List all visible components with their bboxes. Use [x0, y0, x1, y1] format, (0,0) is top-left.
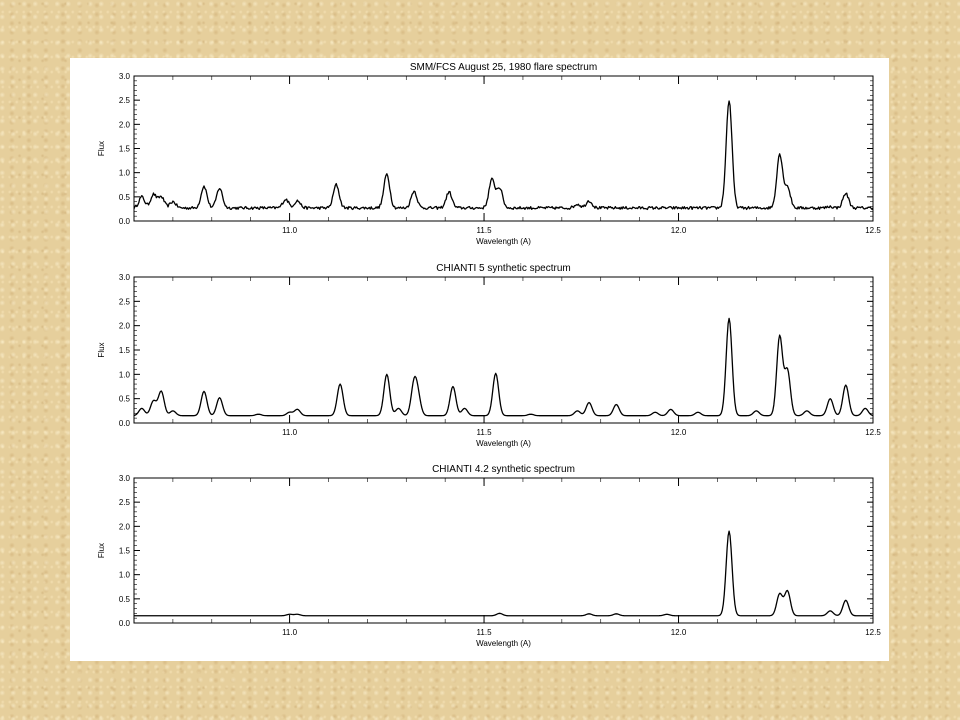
x-tick-label: 11.0 [282, 428, 298, 437]
y-axis-label: Flux [97, 543, 106, 558]
x-tick-label: 12.5 [865, 428, 881, 437]
x-tick-label: 12.0 [671, 628, 687, 637]
y-tick-label: 0.0 [119, 419, 131, 428]
y-tick-label: 1.5 [119, 346, 131, 355]
y-tick-label: 2.5 [119, 96, 131, 105]
y-tick-label: 3.0 [119, 72, 131, 81]
y-tick-label: 0.5 [119, 395, 131, 404]
y-tick-label: 0.0 [119, 619, 131, 628]
y-tick-label: 1.0 [119, 571, 131, 580]
x-tick-label: 11.5 [477, 226, 493, 235]
chart-title: CHIANTI 5 synthetic spectrum [436, 263, 570, 274]
y-tick-label: 3.0 [119, 273, 131, 282]
x-tick-label: 12.0 [671, 226, 687, 235]
x-tick-label: 12.5 [865, 628, 881, 637]
spectrum-line [133, 100, 874, 211]
x-tick-label: 11.0 [282, 226, 298, 235]
plot-frame [133, 276, 874, 424]
spectra-figure: SMM/FCS August 25, 1980 flare spectrum 0.… [70, 58, 889, 661]
y-tick-label: 0.0 [119, 217, 131, 226]
y-tick-label: 1.0 [119, 169, 131, 178]
y-tick-label: 2.5 [119, 297, 131, 306]
y-tick-label: 0.5 [119, 595, 131, 604]
plot-frame [133, 477, 874, 624]
x-tick-label: 12.0 [671, 428, 687, 437]
y-tick-label: 3.0 [119, 474, 131, 483]
chart-title: SMM/FCS August 25, 1980 flare spectrum [410, 62, 597, 73]
y-tick-label: 2.0 [119, 522, 131, 531]
chart-panel-1: SMM/FCS August 25, 1980 flare spectrum 0.… [97, 62, 881, 246]
chart-panel-2: CHIANTI 5 synthetic spectrum 0.0 0.5 1.0 1.5… [97, 263, 881, 448]
x-tick-label: 11.5 [477, 628, 493, 637]
x-axis-label: Wavelength (A) [476, 439, 531, 448]
y-tick-label: 1.0 [119, 370, 131, 379]
y-tick-label: 0.5 [119, 193, 131, 202]
y-axis-label: Flux [97, 141, 106, 156]
y-tick-label: 1.5 [119, 145, 131, 154]
x-tick-label: 11.0 [282, 628, 298, 637]
chart-title: CHIANTI 4.2 synthetic spectrum [432, 464, 575, 475]
chart-panel-3: CHIANTI 4.2 synthetic spectrum 0.0 0.5 1.0 1… [97, 464, 881, 648]
y-tick-label: 1.5 [119, 547, 131, 556]
spectrum-line [133, 317, 874, 417]
y-tick-label: 2.0 [119, 120, 131, 129]
x-axis-label: Wavelength (A) [476, 639, 531, 648]
y-tick-label: 2.0 [119, 322, 131, 331]
spectra-svg: SMM/FCS August 25, 1980 flare spectrum 0.… [97, 62, 881, 648]
spectrum-line [134, 530, 873, 617]
x-axis-label: Wavelength (A) [476, 237, 531, 246]
y-axis-label: Flux [97, 342, 106, 357]
y-tick-label: 2.5 [119, 498, 131, 507]
x-tick-label: 12.5 [865, 226, 881, 235]
x-tick-label: 11.5 [477, 428, 493, 437]
